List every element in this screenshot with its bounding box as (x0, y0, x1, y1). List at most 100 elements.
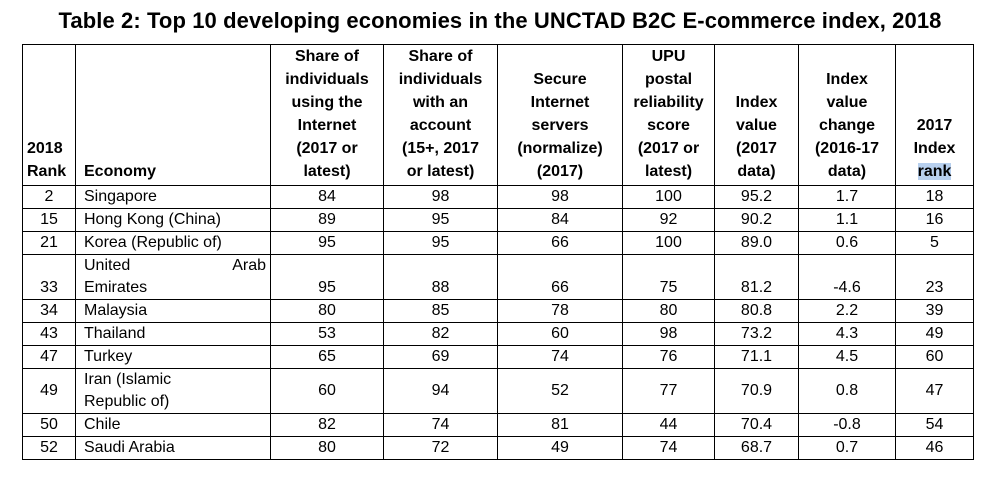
cell-internet: 82 (270, 413, 384, 437)
cell-servers: 49 (497, 436, 623, 460)
economy-word: Arab (232, 257, 266, 274)
cell-economy: Chile (75, 413, 271, 437)
data-table: 2018 Rank Economy Share of individuals u… (22, 44, 974, 460)
cell-servers: 81 (497, 413, 623, 437)
cell-internet: 89 (270, 208, 384, 232)
cell-economy: Korea (Republic of) (75, 231, 271, 255)
cell-economy: Turkey (75, 345, 271, 369)
cell-index: 70.4 (714, 413, 799, 437)
cell-servers: 60 (497, 322, 623, 346)
cell-change: 1.1 (798, 208, 896, 232)
cell-rank: 21 (22, 231, 76, 255)
cell-servers: 52 (497, 368, 623, 414)
cell-internet: 95 (270, 231, 384, 255)
cell-internet: 84 (270, 185, 384, 209)
cell-economy: Hong Kong (China) (75, 208, 271, 232)
cell-rank-2017: 5 (895, 231, 974, 255)
cell-change: 2.2 (798, 299, 896, 323)
cell-upu: 100 (622, 231, 715, 255)
cell-rank: 43 (22, 322, 76, 346)
cell-index: 70.9 (714, 368, 799, 414)
cell-rank-2017: 18 (895, 185, 974, 209)
table-row: 2 Singapore 84 98 98 100 95.2 1.7 18 (22, 185, 974, 209)
header-rank-2018: 2018 Rank (22, 44, 76, 186)
header-internet-share: Share of individuals using the Internet … (270, 44, 384, 186)
cell-change: 0.8 (798, 368, 896, 414)
cell-change: 0.6 (798, 231, 896, 255)
cell-index: 80.8 (714, 299, 799, 323)
cell-upu: 92 (622, 208, 715, 232)
cell-rank: 15 (22, 208, 76, 232)
cell-index: 89.0 (714, 231, 799, 255)
cell-account: 74 (383, 413, 498, 437)
cell-index: 73.2 (714, 322, 799, 346)
cell-rank-2017: 47 (895, 368, 974, 414)
table-row: 33 United Arab Emirates 95 88 66 75 81.2… (22, 254, 974, 300)
cell-account: 95 (383, 231, 498, 255)
cell-rank-2017: 46 (895, 436, 974, 460)
cell-rank: 49 (22, 368, 76, 414)
cell-index: 81.2 (714, 254, 799, 300)
table-row: 50 Chile 82 74 81 44 70.4 -0.8 54 (22, 413, 974, 437)
table-row: 43 Thailand 53 82 60 98 73.2 4.3 49 (22, 322, 974, 346)
cell-economy: Malaysia (75, 299, 271, 323)
cell-change: 0.7 (798, 436, 896, 460)
cell-rank-2017: 23 (895, 254, 974, 300)
cell-economy: Iran (Islamic Republic of) (75, 368, 271, 414)
table-row: 52 Saudi Arabia 80 72 49 74 68.7 0.7 46 (22, 436, 974, 460)
header-row: 2018 Rank Economy Share of individuals u… (22, 44, 974, 186)
cell-servers: 84 (497, 208, 623, 232)
cell-change: 4.5 (798, 345, 896, 369)
cell-change: 4.3 (798, 322, 896, 346)
cell-upu: 98 (622, 322, 715, 346)
cell-index: 71.1 (714, 345, 799, 369)
cell-economy: Singapore (75, 185, 271, 209)
cell-change: 1.7 (798, 185, 896, 209)
header-account-share: Share of individuals with an account (15… (383, 44, 498, 186)
table-row: 21 Korea (Republic of) 95 95 66 100 89.0… (22, 231, 974, 255)
cell-upu: 77 (622, 368, 715, 414)
cell-rank: 50 (22, 413, 76, 437)
highlighted-rank-text: rank (917, 163, 952, 180)
cell-account: 82 (383, 322, 498, 346)
header-rank-2017: 2017 Index rank (895, 44, 974, 186)
cell-upu: 75 (622, 254, 715, 300)
economy-line: Republic of) (84, 393, 170, 410)
cell-rank: 34 (22, 299, 76, 323)
cell-economy: Thailand (75, 322, 271, 346)
cell-rank-2017: 49 (895, 322, 974, 346)
cell-servers: 66 (497, 231, 623, 255)
table-title: Table 2: Top 10 developing economies in … (58, 8, 942, 33)
cell-rank: 52 (22, 436, 76, 460)
cell-index: 90.2 (714, 208, 799, 232)
cell-account: 98 (383, 185, 498, 209)
header-secure-servers: Secure Internet servers (normalize) (201… (497, 44, 623, 186)
table-row: 47 Turkey 65 69 74 76 71.1 4.5 60 (22, 345, 974, 369)
cell-internet: 60 (270, 368, 384, 414)
table-row: 34 Malaysia 80 85 78 80 80.8 2.2 39 (22, 299, 974, 323)
cell-upu: 74 (622, 436, 715, 460)
cell-rank-2017: 60 (895, 345, 974, 369)
cell-servers: 78 (497, 299, 623, 323)
cell-upu: 76 (622, 345, 715, 369)
cell-change: -0.8 (798, 413, 896, 437)
cell-internet: 65 (270, 345, 384, 369)
cell-account: 69 (383, 345, 498, 369)
cell-rank: 33 (22, 254, 76, 300)
cell-rank-2017: 16 (895, 208, 974, 232)
cell-upu: 100 (622, 185, 715, 209)
cell-servers: 98 (497, 185, 623, 209)
table-row: 15 Hong Kong (China) 89 95 84 92 90.2 1.… (22, 208, 974, 232)
header-economy: Economy (75, 44, 271, 186)
cell-economy: United Arab Emirates (75, 254, 271, 300)
cell-rank-2017: 54 (895, 413, 974, 437)
cell-change: -4.6 (798, 254, 896, 300)
cell-index: 95.2 (714, 185, 799, 209)
header-upu-score: UPU postal reliability score (2017 or la… (622, 44, 715, 186)
cell-economy: Saudi Arabia (75, 436, 271, 460)
cell-internet: 53 (270, 322, 384, 346)
cell-account: 88 (383, 254, 498, 300)
cell-rank: 2 (22, 185, 76, 209)
cell-account: 85 (383, 299, 498, 323)
cell-account: 72 (383, 436, 498, 460)
